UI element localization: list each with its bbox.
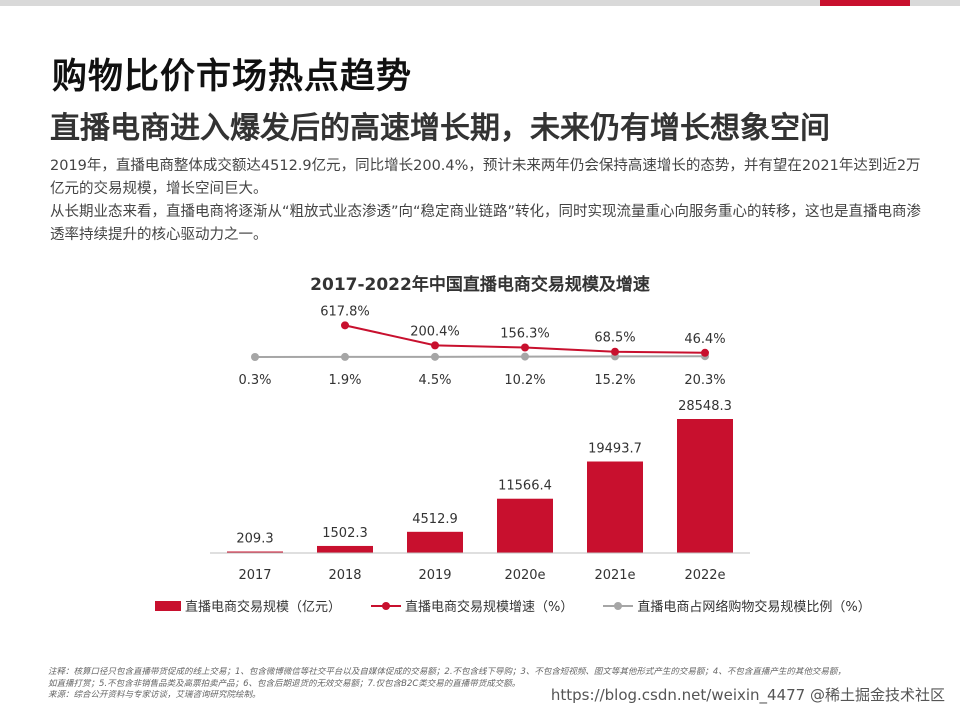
legend-share-swatch bbox=[603, 601, 634, 610]
page-subtitle: 直播电商进入爆发后的高速增长期，未来仍有增长想象空间 bbox=[50, 111, 830, 146]
share-label-2022e: 20.3% bbox=[684, 373, 725, 388]
chart-legend: 直播电商交易规模（亿元） 直播电商交易规模增速（%） 直播电商占网络购物交易规模… bbox=[155, 596, 901, 615]
top-bar-accent bbox=[820, 0, 910, 6]
bar-label-2018: 1502.3 bbox=[322, 526, 368, 541]
legend-bar-swatch bbox=[155, 600, 181, 611]
growth-point-2022e bbox=[701, 348, 709, 357]
growth-label-2019: 200.4% bbox=[410, 324, 460, 339]
bar-label-2020e: 11566.4 bbox=[498, 479, 552, 494]
bar-label-2019: 4512.9 bbox=[412, 512, 458, 527]
footnote-line-2: 如直播打赏；5.不包含非销售品类及高票拍卖产品；6、包含后期退货的无效交易额；7… bbox=[48, 678, 521, 689]
combo-chart: 209.3 1502.3 4512.9 11566.4 19493.7 28548.3 20… bbox=[210, 304, 750, 583]
legend-item-growth: 直播电商交易规模增速（%） bbox=[371, 596, 573, 615]
growth-label-2018: 617.8% bbox=[320, 304, 370, 319]
bar-label-2021e: 19493.7 bbox=[588, 442, 642, 457]
growth-label-2020e: 156.3% bbox=[500, 326, 550, 341]
growth-point-2021e bbox=[611, 347, 619, 356]
growth-point-2018 bbox=[341, 321, 349, 330]
share-label-2017: 0.3% bbox=[238, 373, 271, 388]
growth-label-2021e: 68.5% bbox=[594, 331, 635, 346]
watermark: https://blog.csdn.net/weixin_4477 @稀土掘金技… bbox=[547, 683, 948, 706]
growth-label-2022e: 46.4% bbox=[684, 332, 725, 347]
bar-2018 bbox=[317, 545, 373, 553]
legend-bar-label: 直播电商交易规模（亿元） bbox=[185, 600, 342, 615]
bar-label-2017: 209.3 bbox=[236, 532, 273, 547]
top-bar bbox=[0, 0, 960, 6]
share-label-2018: 1.9% bbox=[328, 373, 361, 388]
share-line bbox=[254, 355, 706, 358]
legend-growth-label: 直播电商交易规模增速（%） bbox=[405, 600, 574, 615]
x-tick-label-2021e: 2021e bbox=[594, 568, 635, 583]
footnote-line-3: 来源：综合公开资料与专家访谈，艾瑞咨询研究院绘制。 bbox=[48, 690, 261, 700]
x-tick-label-2017: 2017 bbox=[238, 568, 271, 583]
share-point-2017 bbox=[251, 352, 259, 361]
legend-growth-swatch bbox=[371, 601, 402, 610]
share-point-2020e bbox=[521, 352, 529, 361]
intro-text: 2019年，直播电商整体成交额达4512.9亿元，同比增长200.4%，预计未来… bbox=[50, 155, 930, 247]
growth-point-2020e bbox=[521, 343, 529, 352]
page-title: 购物比价市场热点趋势 bbox=[52, 57, 413, 97]
share-label-2021e: 15.2% bbox=[594, 373, 635, 388]
bar-2022e bbox=[677, 419, 733, 553]
intro-paragraph-2: 从长期业态来看，直播电商将逐渐从“粗放式业态渗透”向“稳定商业链路”转化，同时实… bbox=[50, 204, 922, 243]
footnote: 注释：核算口径只包含直播带货促成的线上交易；1、包含微博微信等社交平台以及自媒体… bbox=[48, 667, 928, 702]
bar-2020e bbox=[497, 498, 553, 553]
intro-paragraph-1: 2019年，直播电商整体成交额达4512.9亿元，同比增长200.4%，预计未来… bbox=[50, 158, 921, 197]
legend-item-bar: 直播电商交易规模（亿元） bbox=[155, 596, 341, 615]
chart-title: 2017-2022年中国直播电商交易规模及增速 bbox=[310, 275, 650, 295]
bar-label-2022e: 28548.3 bbox=[678, 399, 732, 414]
growth-point-2019 bbox=[431, 341, 439, 350]
x-tick-label-2022e: 2022e bbox=[684, 568, 725, 583]
share-point-2018 bbox=[341, 352, 349, 361]
bar-2021e bbox=[587, 461, 643, 553]
bar-2019 bbox=[407, 531, 463, 553]
bar-2017 bbox=[227, 551, 283, 553]
legend-item-share: 直播电商占网络购物交易规模比例（%） bbox=[603, 596, 871, 615]
share-point-2019 bbox=[431, 352, 439, 361]
share-label-2020e: 10.2% bbox=[504, 373, 545, 388]
x-tick-label-2018: 2018 bbox=[328, 568, 361, 583]
legend-share-label: 直播电商占网络购物交易规模比例（%） bbox=[637, 600, 871, 615]
footnote-line-1: 注释：核算口径只包含直播带货促成的线上交易；1、包含微博微信等社交平台以及自媒体… bbox=[48, 667, 846, 677]
x-tick-label-2020e: 2020e bbox=[504, 568, 545, 583]
share-label-2019: 4.5% bbox=[418, 373, 451, 388]
x-tick-label-2019: 2019 bbox=[418, 568, 451, 583]
